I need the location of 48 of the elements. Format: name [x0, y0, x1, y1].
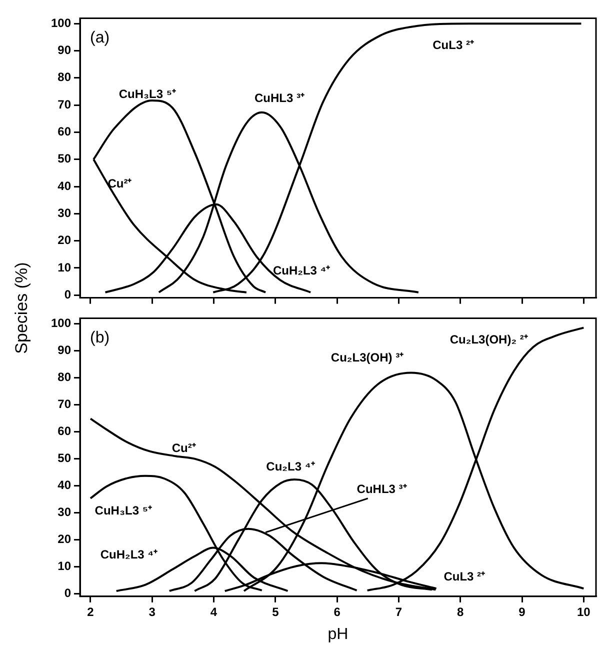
y-tick-label: 0 — [64, 287, 72, 302]
y-tick-label: 70 — [58, 396, 72, 411]
x-tick-label: 5 — [272, 604, 280, 619]
y-tick-label: 80 — [58, 70, 72, 84]
y-tick-label: 20 — [58, 532, 72, 546]
series-label: Cu₂L3(OH) ³⁺ — [330, 350, 404, 364]
y-tick-label: 50 — [58, 152, 72, 166]
y-tick-label: 30 — [58, 504, 72, 519]
y-tick-label: 80 — [58, 370, 72, 384]
annotation: (b) — [90, 330, 110, 347]
series-label: Cu₂L3(OH)₂ ²⁺ — [450, 332, 528, 347]
x-tick-label: 3 — [148, 604, 156, 619]
series-label: CuH₃L3 ⁵⁺ — [94, 503, 152, 518]
y-tick-label: 10 — [58, 559, 72, 573]
y-axis-title: Species (%) — [12, 262, 32, 354]
y-tick-label: 40 — [58, 178, 72, 193]
y-tick-label: 50 — [58, 450, 72, 465]
x-tick-label: 10 — [576, 604, 591, 619]
series-label: CuH₂L3 ⁴⁺ — [272, 264, 330, 278]
y-tick-label: 90 — [58, 342, 72, 357]
x-tick-label: 4 — [210, 604, 218, 619]
x-tick-label: 2 — [87, 604, 94, 619]
x-tick-label: 7 — [395, 604, 402, 619]
y-tick-label: 60 — [58, 424, 72, 438]
y-tick-label: 100 — [50, 16, 72, 30]
y-tick-label: 70 — [58, 97, 72, 112]
x-tick-label: 6 — [334, 604, 341, 619]
series-label: CuHL3 ³⁺ — [254, 91, 304, 106]
y-tick-label: 40 — [58, 478, 72, 492]
x-axis-title: pH — [328, 626, 348, 643]
y-tick-label: 60 — [58, 124, 72, 139]
series-label: Cu₂L3 ⁴⁺ — [266, 460, 315, 474]
series-label: Cu²⁺ — [108, 176, 132, 191]
y-tick-label: 100 — [50, 316, 72, 330]
text: CuHL3 ³⁺ — [356, 482, 407, 496]
series-label: CuL3 ²⁺ — [432, 38, 474, 52]
y-tick-label: 30 — [58, 206, 72, 220]
x-tick-label: 9 — [518, 604, 526, 619]
series-label: CuH₂L3 ⁴⁺ — [100, 548, 158, 562]
series-label: CuL3 ²⁺ — [444, 569, 486, 584]
series-label: Cu²⁺ — [172, 440, 196, 455]
y-tick-label: 0 — [64, 586, 72, 600]
y-tick-label: 20 — [58, 233, 72, 248]
x-tick-label: 8 — [457, 604, 464, 619]
y-tick-label: 10 — [58, 260, 72, 274]
y-tick-label: 90 — [58, 43, 72, 58]
series-label: CuH₃L3 ⁵⁺ — [118, 87, 176, 102]
annotation: (a) — [90, 30, 110, 47]
